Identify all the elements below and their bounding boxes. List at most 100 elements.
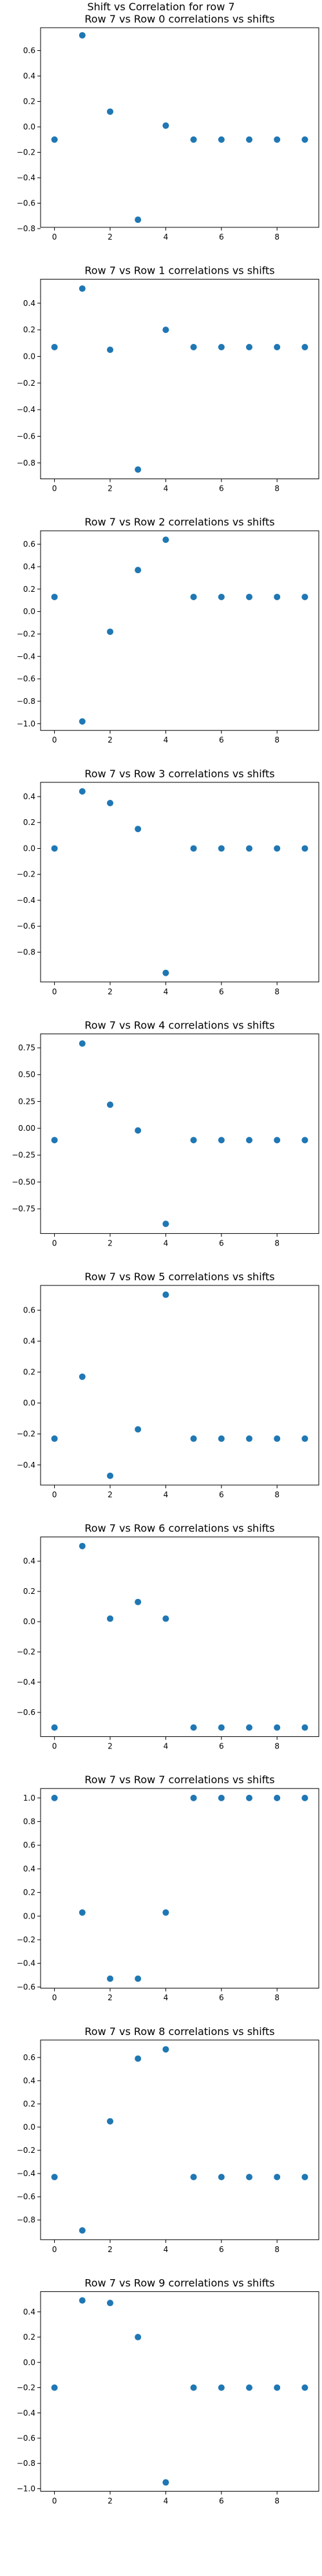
y-tick-label: −0.4: [17, 1678, 35, 1687]
y-tick-label: −0.4: [17, 1959, 35, 1968]
data-point: [246, 2174, 252, 2181]
x-tick-label: 2: [108, 987, 113, 996]
y-tick-label: −0.2: [17, 2146, 35, 2155]
data-point: [135, 567, 142, 574]
data-point: [135, 216, 142, 223]
y-tick-label: −0.2: [17, 148, 35, 157]
x-tick-label: 4: [164, 2245, 169, 2254]
data-point: [301, 845, 308, 852]
data-point: [274, 593, 281, 600]
x-tick-label: 4: [164, 1490, 169, 1499]
data-point: [218, 845, 225, 852]
data-point: [107, 2117, 113, 2125]
y-tick-label: −0.2: [17, 2383, 35, 2392]
y-tick-label: 0.4: [23, 562, 35, 571]
y-tick-label: −0.6: [17, 2434, 35, 2443]
data-point: [301, 344, 308, 350]
x-tick-label: 4: [164, 2496, 169, 2505]
subplot-title: Row 7 vs Row 1 correlations vs shifts: [84, 265, 274, 277]
subplot-title: Row 7 vs Row 7 correlations vs shifts: [84, 1774, 274, 1786]
data-point: [79, 1909, 86, 1916]
y-tick-label: −0.8: [17, 697, 35, 706]
data-point: [162, 122, 169, 129]
x-tick-label: 0: [52, 1742, 57, 1751]
subplot-2: Row 7 vs Row 2 correlations vs shifts 0 2 4…: [17, 516, 319, 744]
y-tick-label: 0.00: [18, 1124, 35, 1133]
data-point: [274, 2174, 281, 2181]
data-point: [218, 593, 225, 600]
x-tick-label: 8: [274, 1993, 279, 2002]
data-point: [79, 718, 86, 725]
subplot-6: Row 7 vs Row 6 correlations vs shifts 0 2 4…: [17, 1522, 319, 1751]
data-point: [190, 1137, 197, 1144]
data-point: [190, 1794, 197, 1801]
y-tick-label: −0.2: [17, 629, 35, 638]
x-tick-label: 2: [108, 1993, 113, 2002]
axes-frame: [40, 279, 319, 480]
subplot-4: Row 7 vs Row 4 correlations vs shifts 0 2 4…: [12, 1019, 319, 1247]
data-point: [246, 136, 252, 143]
y-tick-label: 0.4: [23, 1864, 35, 1873]
data-point: [107, 108, 113, 115]
x-tick-label: 4: [164, 1742, 169, 1751]
data-point: [301, 1137, 308, 1144]
x-tick-label: 8: [274, 232, 279, 242]
data-point: [301, 1724, 308, 1731]
x-tick-label: 0: [52, 987, 57, 996]
y-tick-label: 0.0: [23, 607, 35, 616]
y-tick-label: −0.6: [17, 431, 35, 440]
x-tick-label: 4: [164, 484, 169, 493]
data-point: [162, 2479, 169, 2486]
data-point: [79, 2297, 86, 2304]
y-tick-label: 0.0: [23, 352, 35, 361]
subplot-5: Row 7 vs Row 5 correlations vs shifts 0 2 4…: [17, 1271, 319, 1499]
x-tick-label: 4: [164, 1993, 169, 2002]
data-point: [162, 969, 169, 976]
x-tick-label: 0: [52, 1490, 57, 1499]
y-tick-label: 0.6: [23, 1305, 35, 1314]
data-point: [107, 1101, 113, 1108]
y-tick-label: −0.6: [17, 2192, 35, 2201]
subplot-title: Row 7 vs Row 9 correlations vs shifts: [84, 2277, 274, 2289]
y-tick-label: −0.4: [17, 405, 35, 414]
data-point: [135, 1127, 142, 1134]
x-tick-label: 8: [274, 1742, 279, 1751]
data-point: [190, 2174, 197, 2181]
y-tick-label: −0.4: [17, 2409, 35, 2418]
y-tick-label: 0.0: [23, 1399, 35, 1408]
x-tick-label: 2: [108, 232, 113, 242]
y-tick-label: −0.8: [17, 224, 35, 233]
data-point: [246, 344, 252, 350]
data-point: [107, 1472, 113, 1479]
subplot-3: Row 7 vs Row 3 correlations vs shifts 0 2 4…: [17, 768, 319, 996]
y-tick-label: 0.6: [23, 2053, 35, 2062]
subplot-title: Row 7 vs Row 5 correlations vs shifts: [84, 1271, 274, 1283]
data-point: [135, 826, 142, 833]
data-point: [301, 2384, 308, 2391]
data-point: [218, 344, 225, 350]
data-point: [135, 2055, 142, 2062]
y-tick-label: 0.2: [23, 97, 35, 106]
y-tick-label: 0.2: [23, 2333, 35, 2342]
data-point: [51, 2384, 58, 2391]
x-tick-label: 8: [274, 1238, 279, 1247]
x-tick-label: 6: [219, 2496, 224, 2505]
data-point: [246, 845, 252, 852]
data-point: [218, 1724, 225, 1731]
data-point: [301, 1435, 308, 1442]
data-point: [162, 1291, 169, 1298]
x-tick-label: 6: [219, 735, 224, 744]
y-tick-label: −0.4: [17, 2169, 35, 2178]
data-point: [301, 2174, 308, 2181]
data-point: [79, 788, 86, 795]
data-point: [162, 1909, 169, 1916]
x-tick-label: 4: [164, 1238, 169, 1247]
data-point: [274, 136, 281, 143]
data-point: [79, 1542, 86, 1549]
y-tick-label: 0.4: [23, 792, 35, 801]
data-point: [107, 1975, 113, 1982]
y-tick-label: 0.2: [23, 585, 35, 594]
x-tick-label: 8: [274, 987, 279, 996]
subplot-title: Row 7 vs Row 6 correlations vs shifts: [84, 1522, 274, 1535]
x-tick-label: 6: [219, 1993, 224, 2002]
